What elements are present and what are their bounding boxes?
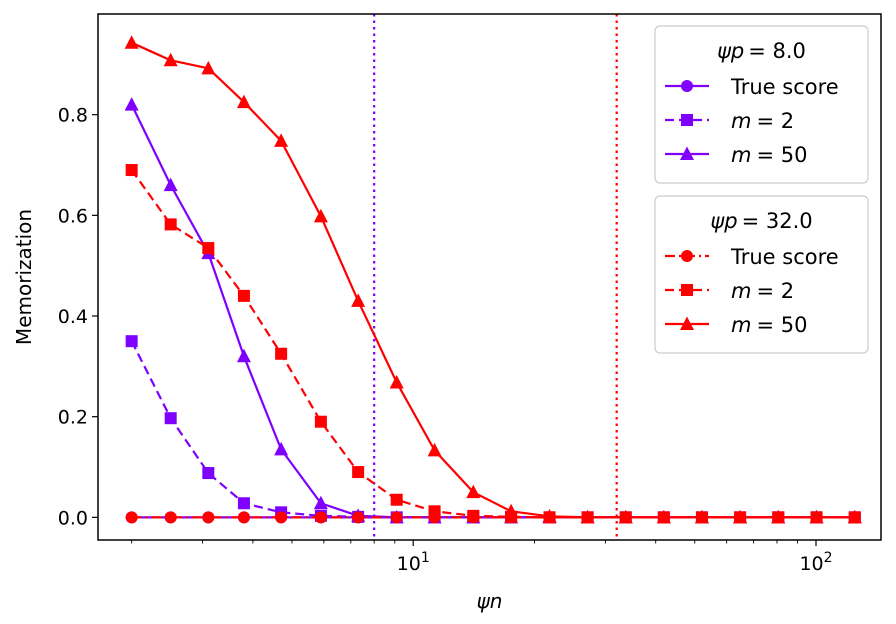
series-5-point-18: [809, 509, 824, 524]
series-2-point-3: [236, 348, 251, 363]
series-4-point-6: [352, 466, 365, 479]
series-3-point-6: [352, 511, 365, 524]
series-2-point-0: [124, 97, 139, 111]
legend-0-entry-2-label: m = 50: [731, 143, 807, 167]
plot-frame: [97, 13, 882, 541]
series-5-point-3: [236, 94, 251, 109]
series-2-point-1: [163, 177, 178, 192]
legend-1-frame: [654, 195, 869, 354]
y-tick-label-3: 0.6: [58, 205, 88, 227]
vertical-reference-lines: [373, 14, 618, 540]
series-3-point-4: [275, 511, 288, 524]
series-1-point-2: [202, 467, 215, 480]
series-3-point-7: [390, 511, 403, 524]
series-5-point-14: [656, 509, 671, 524]
x-tick-label-0: 101: [397, 550, 430, 575]
series-4-point-2: [202, 242, 215, 255]
series-5-point-10: [504, 503, 519, 518]
x-axis-label: ψn: [477, 589, 503, 613]
series-3-point-2: [202, 511, 215, 524]
series-4-point-8: [428, 505, 441, 518]
series-3-point-1: [164, 511, 177, 524]
series-1-line: [130, 340, 855, 519]
series-4-point-3: [237, 289, 250, 302]
legend-1-entry-1-marker: [681, 284, 693, 296]
legend-0-entry-1-marker: [681, 114, 693, 126]
legend-0-entry-0-label: True score: [730, 75, 839, 99]
series-5-point-6: [351, 293, 366, 307]
legend-1-entry-0-label: True score: [730, 245, 839, 269]
legend-1: ψp = 32.0 True score m = 2 m = 50: [654, 195, 869, 354]
legend-1-entry-2-label: m = 50: [731, 313, 807, 337]
legend-0-title: ψp = 8.0: [717, 39, 806, 63]
y-axis-label: Memorization: [12, 209, 36, 345]
legend-1-entry-2-marker: [680, 316, 694, 330]
series-4-point-0: [125, 164, 138, 177]
legend-0: ψp = 8.0 True score m = 2 m = 50: [654, 25, 869, 184]
series-5-point-16: [733, 509, 748, 524]
series-1-point-3: [237, 497, 250, 510]
series-2-point-5: [313, 495, 328, 510]
legend-1-entry-0-marker: [681, 250, 693, 262]
y-tick-label-4: 0.8: [58, 105, 88, 127]
series-5-point-5: [313, 208, 328, 223]
series-5-point-15: [694, 509, 709, 524]
series-3-point-0: [125, 511, 138, 524]
series-5-point-12: [580, 509, 595, 524]
legend-1-title: ψp = 32.0: [710, 209, 812, 233]
x-axis: 101 102: [131, 540, 833, 575]
series-4-point-4: [275, 347, 288, 360]
legend-0-frame: [654, 25, 869, 184]
series-5-point-1: [163, 52, 178, 67]
x-tick-label-1: 102: [799, 550, 832, 575]
series-1-point-0: [125, 335, 138, 348]
series-4-point-7: [390, 493, 403, 506]
series-3-point-5: [314, 511, 327, 524]
series-5-point-8: [427, 442, 442, 457]
series-5-point-2: [201, 60, 216, 75]
legend-0-entry-2-marker: [680, 146, 694, 160]
y-axis: 0.0 0.2 0.4 0.6 0.8: [58, 105, 98, 529]
legend-0-entry-1-label: m = 2: [731, 109, 794, 133]
legend-1-entry-1-label: m = 2: [731, 279, 794, 303]
series-5-line: [131, 41, 855, 519]
series-3-point-3: [237, 511, 250, 524]
series-group: [124, 35, 862, 524]
series-2-point-4: [274, 441, 289, 456]
series-4-point-1: [164, 218, 177, 231]
y-tick-label-2: 0.4: [58, 306, 88, 328]
series-5-point-13: [618, 509, 633, 524]
series-5-point-0: [124, 35, 139, 49]
series-5-point-4: [274, 133, 289, 147]
y-tick-label-0: 0.0: [58, 507, 88, 529]
series-4-point-5: [314, 415, 327, 428]
legends: ψp = 8.0 True score m = 2 m = 50 ψp = 32.0 True s…: [654, 25, 869, 354]
series-5: [124, 35, 862, 524]
series-5-point-11: [542, 508, 557, 523]
series-1-point-1: [164, 412, 177, 425]
series-5-point-9: [466, 484, 481, 499]
series-4-point-9: [467, 509, 480, 522]
series-1: [125, 335, 861, 524]
y-tick-label-1: 0.2: [58, 407, 88, 429]
series-5-point-17: [771, 509, 786, 524]
series-4-line: [130, 169, 855, 519]
series-5-point-19: [847, 509, 862, 524]
legend-0-entry-0-marker: [681, 80, 693, 92]
series-5-point-7: [389, 374, 404, 389]
